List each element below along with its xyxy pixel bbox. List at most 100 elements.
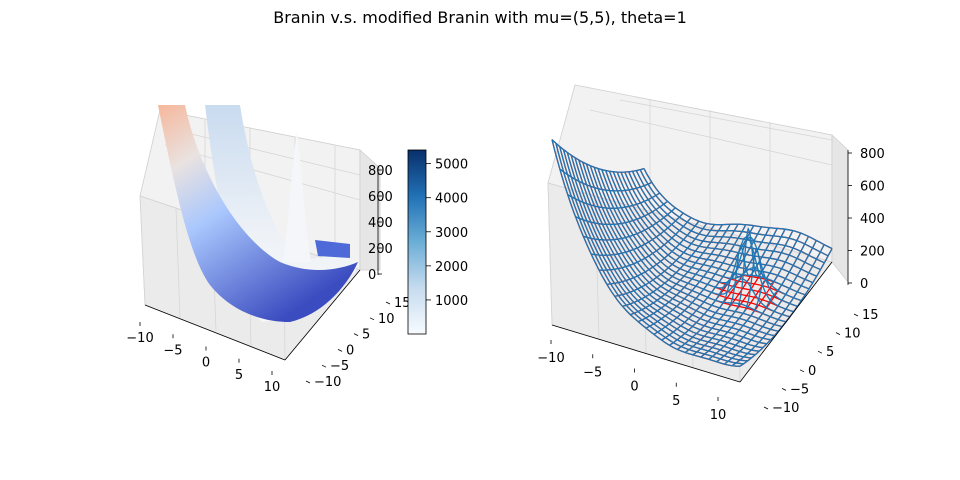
wire-line-y (616, 171, 806, 296)
tick-label: 200 (860, 245, 885, 260)
tick-mark (817, 350, 823, 354)
tick-mark (835, 332, 841, 335)
wire-line-y (559, 146, 748, 362)
wire-line-y (566, 152, 756, 356)
tick-label: 10 (844, 327, 861, 342)
tick-mark (799, 369, 805, 373)
wire-line-y (601, 169, 790, 318)
wire-line-y (585, 163, 775, 337)
tick-label: 5 (826, 345, 834, 360)
tick-mark (853, 313, 859, 317)
colorbar-tick-label: 1000 (435, 294, 468, 309)
tick-label: −5 (583, 365, 602, 380)
left-pane-side (359, 149, 381, 271)
tick-mark (321, 364, 327, 368)
wire-line-y (570, 155, 760, 352)
tick-label: −10 (772, 401, 799, 416)
colorbar: 1000 2000 3000 4000 5000 (407, 149, 468, 335)
tick-label: 15 (394, 296, 411, 311)
tick-mark (369, 317, 375, 321)
right-gridlines (547, 99, 833, 383)
wire-line-y (643, 168, 833, 250)
wireframe-surfaces (551, 139, 833, 367)
tick-label: −5 (330, 359, 349, 374)
left-x-axis-line (144, 304, 286, 361)
wire-line-y (639, 169, 829, 257)
tick-label: 15 (862, 308, 879, 323)
left-y-axis-line (284, 269, 361, 361)
tick-label: 600 (368, 190, 393, 205)
tick-label: 5 (235, 368, 243, 383)
wire-line-y (605, 170, 794, 313)
colorbar-ticks: 1000 2000 3000 4000 5000 (426, 158, 468, 309)
tick-label: 10 (378, 312, 395, 327)
right-y-axis-line (739, 261, 833, 383)
tick-label: 0 (346, 343, 354, 358)
surface-ridge-flap (315, 240, 350, 258)
colorbar-tick-label: 2000 (435, 260, 468, 275)
tick-label: −5 (163, 343, 182, 358)
wire-line-y (608, 170, 798, 307)
surface-valley (158, 105, 358, 322)
wire-line-y (562, 149, 752, 359)
tick-label: 800 (368, 164, 393, 179)
tick-label: −10 (537, 351, 564, 366)
tick-label: 10 (264, 380, 281, 395)
tick-label: −10 (126, 331, 153, 346)
right-z-ticks: 0 200 400 600 800 (848, 147, 885, 292)
wire-line-y (628, 171, 817, 277)
figure-title: Branin v.s. modified Branin with mu=(5,5… (273, 8, 687, 27)
wire-line-y (551, 139, 740, 367)
colorbar-tick-label: 4000 (435, 192, 468, 207)
tick-label: −5 (790, 382, 809, 397)
tick-label: 0 (808, 364, 816, 379)
colorbar-gradient (407, 149, 427, 335)
wire-line-y (578, 159, 767, 345)
wire-line-y (593, 166, 783, 328)
wire-line-y (631, 171, 821, 271)
wire-line-y (555, 142, 744, 365)
right-pane-side (831, 134, 849, 284)
tick-mark (305, 380, 311, 384)
surface-gaussian-peak (283, 132, 311, 262)
right-x-axis-line (551, 324, 741, 383)
tick-label: 400 (368, 216, 393, 231)
left-z-ticks: 0 200 400 600 800 (368, 164, 393, 283)
tick-mark (385, 301, 391, 305)
tick-label: 5 (672, 394, 680, 409)
wire-line-y (635, 170, 825, 264)
tick-label: 600 (860, 180, 885, 195)
colorbar-tick-label: 3000 (435, 226, 468, 241)
tick-mark (337, 349, 343, 352)
tick-label: 0 (202, 356, 210, 371)
tick-label: 0 (630, 380, 638, 395)
tick-label: 0 (368, 268, 376, 283)
wireframe-modified-branin (551, 139, 833, 367)
wire-line-y (620, 171, 810, 290)
left-x-ticks: −10 −5 0 5 10 (126, 322, 280, 395)
wire-line-y (582, 161, 771, 341)
right-x-ticks: −10 −5 0 5 10 (537, 340, 726, 423)
tick-label: 5 (362, 328, 370, 343)
tick-mark (763, 406, 769, 410)
tick-label: 200 (368, 242, 393, 257)
tick-label: −10 (314, 375, 341, 390)
wire-line-y (624, 171, 814, 284)
wire-line-y (574, 157, 764, 349)
tick-mark (781, 388, 787, 391)
wire-line-y (612, 171, 802, 302)
tick-mark (353, 333, 359, 336)
tick-label: 0 (860, 277, 868, 292)
tick-label: 10 (710, 408, 727, 423)
left-surface (158, 105, 358, 322)
tick-label: 400 (860, 212, 885, 227)
colorbar-tick-label: 5000 (435, 158, 468, 173)
wire-line-y (589, 165, 779, 332)
wire-line-y (597, 168, 787, 323)
